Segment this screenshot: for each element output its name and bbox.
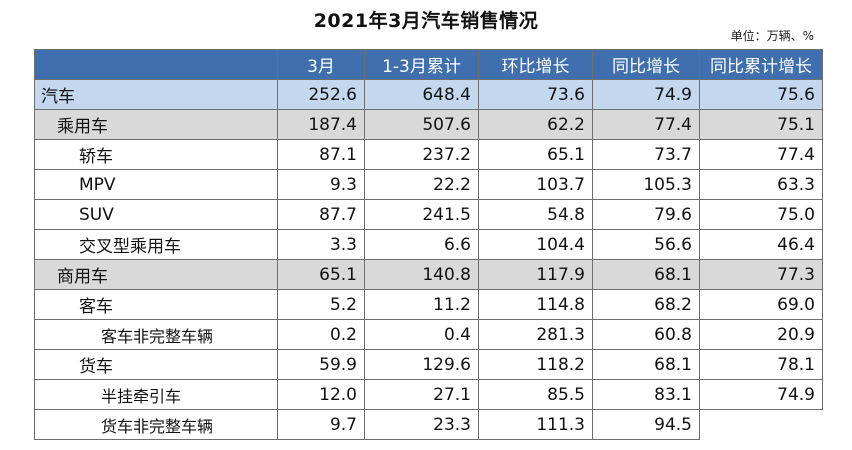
- value-cell: 68.1: [592, 259, 700, 290]
- value-cell: 5.2: [277, 289, 365, 320]
- value-cell: 68.1: [592, 349, 700, 380]
- value-cell: 77.3: [699, 259, 823, 290]
- header-yoy-ytd: 同比累计增长: [699, 49, 823, 80]
- value-cell: 68.2: [592, 289, 700, 320]
- row-label: SUV: [34, 199, 278, 230]
- value-cell: 22.2: [364, 169, 479, 200]
- table-row: 客车非完整车辆 0.2 0.4 281.3 60.8 20.9: [34, 319, 823, 350]
- value-cell: 648.4: [364, 79, 479, 110]
- value-cell: 103.7: [478, 169, 593, 200]
- table-row: 商用车 65.1 140.8 117.9 68.1 77.3: [34, 259, 823, 290]
- value-cell: 85.5: [478, 379, 593, 410]
- header-mom: 环比增长: [478, 49, 593, 80]
- row-label: 客车非完整车辆: [34, 319, 278, 350]
- row-label: 半挂牵引车: [34, 379, 278, 410]
- value-cell: 241.5: [364, 199, 479, 230]
- value-cell: 65.1: [478, 139, 593, 170]
- row-label: 货车非完整车辆: [34, 409, 278, 440]
- header-ytd: 1-3月累计: [364, 49, 479, 80]
- value-cell: 104.4: [478, 229, 593, 260]
- value-cell: 60.8: [592, 319, 700, 350]
- value-cell: 114.8: [478, 289, 593, 320]
- value-cell: 187.4: [277, 109, 365, 140]
- value-cell: 129.6: [364, 349, 479, 380]
- value-cell: 75.1: [699, 109, 823, 140]
- value-cell: [699, 409, 823, 440]
- value-cell: 20.9: [699, 319, 823, 350]
- row-label: MPV: [34, 169, 278, 200]
- table-row: 汽车 252.6 648.4 73.6 74.9 75.6: [34, 79, 823, 110]
- value-cell: 83.1: [592, 379, 700, 410]
- value-cell: 77.4: [699, 139, 823, 170]
- value-cell: 3.3: [277, 229, 365, 260]
- table-row: 轿车 87.1 237.2 65.1 73.7 77.4: [34, 139, 823, 170]
- value-cell: 105.3: [592, 169, 700, 200]
- sales-table: 3月 1-3月累计 环比增长 同比增长 同比累计增长 汽车 252.6 648.4 7…: [34, 49, 823, 440]
- header-yoy: 同比增长: [592, 49, 700, 80]
- row-label: 商用车: [34, 259, 278, 290]
- value-cell: 78.1: [699, 349, 823, 380]
- header-month: 3月: [277, 49, 365, 80]
- value-cell: 74.9: [592, 79, 700, 110]
- row-label: 货车: [34, 349, 278, 380]
- value-cell: 0.4: [364, 319, 479, 350]
- value-cell: 46.4: [699, 229, 823, 260]
- value-cell: 94.5: [592, 409, 700, 440]
- value-cell: 27.1: [364, 379, 479, 410]
- row-label: 轿车: [34, 139, 278, 170]
- header-corner: [34, 49, 278, 80]
- value-cell: 54.8: [478, 199, 593, 230]
- value-cell: 56.6: [592, 229, 700, 260]
- row-label: 客车: [34, 289, 278, 320]
- value-cell: 75.6: [699, 79, 823, 110]
- table-row: MPV 9.3 22.2 103.7 105.3 63.3: [34, 169, 823, 200]
- table-row: 货车 59.9 129.6 118.2 68.1 78.1: [34, 349, 823, 380]
- table-row: 客车 5.2 11.2 114.8 68.2 69.0: [34, 289, 823, 320]
- value-cell: 74.9: [699, 379, 823, 410]
- value-cell: 87.1: [277, 139, 365, 170]
- value-cell: 9.7: [277, 409, 365, 440]
- table-row: SUV 87.7 241.5 54.8 79.6 75.0: [34, 199, 823, 230]
- value-cell: 59.9: [277, 349, 365, 380]
- value-cell: 237.2: [364, 139, 479, 170]
- row-label: 乘用车: [34, 109, 278, 140]
- value-cell: 69.0: [699, 289, 823, 320]
- value-cell: 63.3: [699, 169, 823, 200]
- value-cell: 252.6: [277, 79, 365, 110]
- row-label: 交叉型乘用车: [34, 229, 278, 260]
- value-cell: 6.6: [364, 229, 479, 260]
- value-cell: 79.6: [592, 199, 700, 230]
- value-cell: 117.9: [478, 259, 593, 290]
- value-cell: 281.3: [478, 319, 593, 350]
- value-cell: 62.2: [478, 109, 593, 140]
- value-cell: 140.8: [364, 259, 479, 290]
- table-row: 交叉型乘用车 3.3 6.6 104.4 56.6 46.4: [34, 229, 823, 260]
- value-cell: 111.3: [478, 409, 593, 440]
- value-cell: 23.3: [364, 409, 479, 440]
- unit-note: 单位：万辆、%: [730, 29, 814, 43]
- value-cell: 9.3: [277, 169, 365, 200]
- value-cell: 65.1: [277, 259, 365, 290]
- value-cell: 73.6: [478, 79, 593, 110]
- value-cell: 12.0: [277, 379, 365, 410]
- value-cell: 118.2: [478, 349, 593, 380]
- value-cell: 75.0: [699, 199, 823, 230]
- value-cell: 73.7: [592, 139, 700, 170]
- table-row: 货车非完整车辆 9.7 23.3 111.3 94.5: [34, 409, 823, 440]
- row-label: 汽车: [34, 79, 278, 110]
- table-row: 半挂牵引车 12.0 27.1 85.5 83.1 74.9: [34, 379, 823, 410]
- header-row: 3月 1-3月累计 环比增长 同比增长 同比累计增长: [34, 49, 823, 80]
- value-cell: 11.2: [364, 289, 479, 320]
- value-cell: 507.6: [364, 109, 479, 140]
- table-row: 乘用车 187.4 507.6 62.2 77.4 75.1: [34, 109, 823, 140]
- value-cell: 87.7: [277, 199, 365, 230]
- table-title: 2021年3月汽车销售情况: [313, 10, 539, 32]
- value-cell: 0.2: [277, 319, 365, 350]
- value-cell: 77.4: [592, 109, 700, 140]
